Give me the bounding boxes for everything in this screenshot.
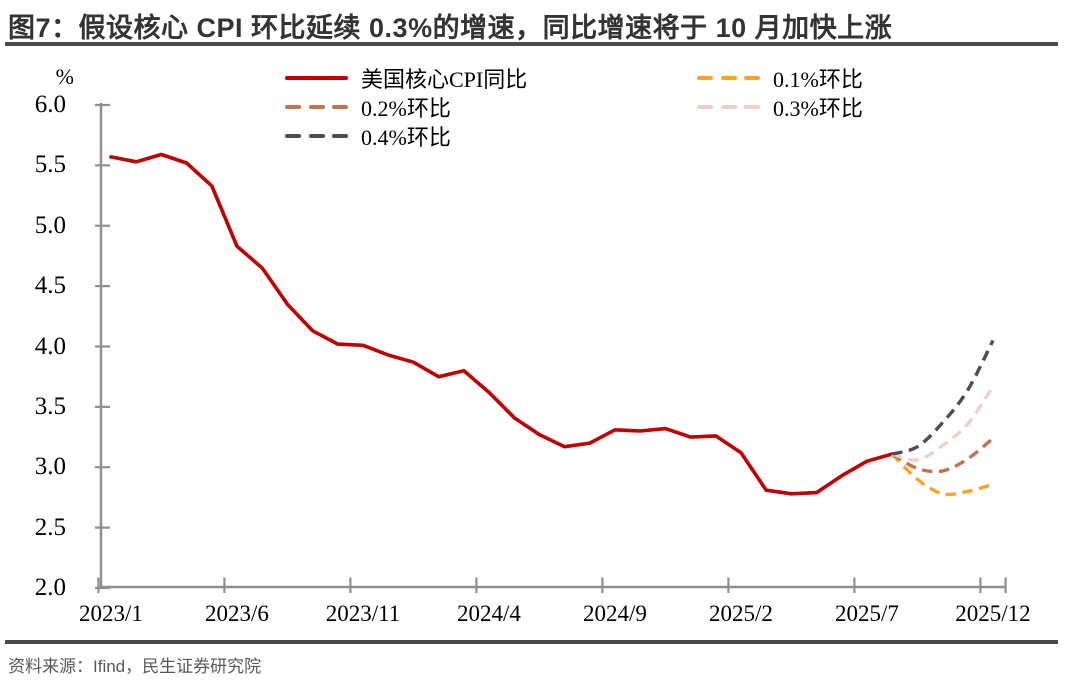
- legend-label: 0.4%环比: [361, 125, 451, 150]
- footer-separator: [5, 640, 1058, 644]
- series-line-0: [109, 152, 895, 496]
- y-tick-label: 2.0: [34, 574, 66, 601]
- y-tick-label: 5.0: [34, 211, 66, 239]
- legend-line-sample: [285, 76, 348, 80]
- source-note: 资料来源：Ifind，民生证券研究院: [8, 657, 262, 676]
- series-line-4: [891, 339, 995, 456]
- legend-dash-sample: [285, 134, 301, 138]
- x-tick-label: 2024/9: [583, 601, 647, 626]
- legend-item-0: 美国核心CPI同比: [285, 63, 527, 93]
- legend-label: 0.1%环比: [773, 67, 863, 92]
- legend-label: 0.3%环比: [773, 96, 863, 121]
- x-tick-label: 2024/4: [457, 601, 521, 626]
- y-tick-label: 4.0: [34, 332, 66, 360]
- x-tick-label: 2023/11: [325, 601, 401, 626]
- series-line-3: [891, 385, 995, 462]
- y-tick-label: 5.5: [34, 151, 66, 179]
- legend-dash-sample: [308, 105, 325, 109]
- y-axis-unit-label: %: [55, 64, 74, 89]
- legend-dash-sample: [744, 105, 760, 109]
- legend-dash-sample: [720, 105, 737, 109]
- x-tick-label: 2025/12: [955, 601, 1031, 626]
- y-tick-label: 4.5: [34, 272, 66, 300]
- series-line-1: [890, 452, 994, 497]
- y-tick-label: 6.0: [34, 91, 66, 118]
- legend-item-3: 0.3%环比: [697, 92, 863, 122]
- legend-dash-sample: [285, 105, 301, 109]
- x-tick-label: 2025/2: [709, 601, 773, 626]
- legend-item-4: 0.4%环比: [285, 121, 451, 151]
- figure-title: 图7：假设核心 CPI 环比延续 0.3%的增速，同比增速将于 10 月加快上涨: [8, 13, 893, 43]
- title-underline: [5, 42, 1058, 46]
- legend-dash-sample: [697, 105, 713, 109]
- legend-item-2: 0.2%环比: [285, 92, 451, 122]
- legend-dash-sample: [332, 105, 348, 109]
- legend-dash-sample: [744, 76, 760, 80]
- y-tick-label: 3.5: [34, 392, 66, 420]
- y-tick-label: 3.0: [34, 453, 66, 481]
- series-line-2: [891, 436, 995, 474]
- legend-dash-sample: [308, 134, 325, 138]
- x-tick-label: 2023/1: [79, 601, 143, 626]
- x-tick-label: 2023/6: [205, 601, 269, 626]
- legend-dash-sample: [332, 134, 348, 138]
- legend-label: 0.2%环比: [361, 96, 451, 121]
- legend-solid-line-swatch: [285, 63, 348, 93]
- legend-dashed-line-swatch: [697, 92, 760, 122]
- legend-dashed-line-swatch: [285, 121, 348, 151]
- y-tick-label: 2.5: [34, 513, 66, 541]
- legend-dashed-line-swatch: [697, 63, 760, 93]
- legend-dash-sample: [720, 76, 737, 80]
- x-tick-label: 2025/7: [835, 601, 899, 626]
- legend-item-1: 0.1%环比: [697, 63, 863, 93]
- legend-label: 美国核心CPI同比: [361, 67, 528, 92]
- legend-dash-sample: [697, 76, 713, 80]
- legend-dashed-line-swatch: [285, 92, 348, 122]
